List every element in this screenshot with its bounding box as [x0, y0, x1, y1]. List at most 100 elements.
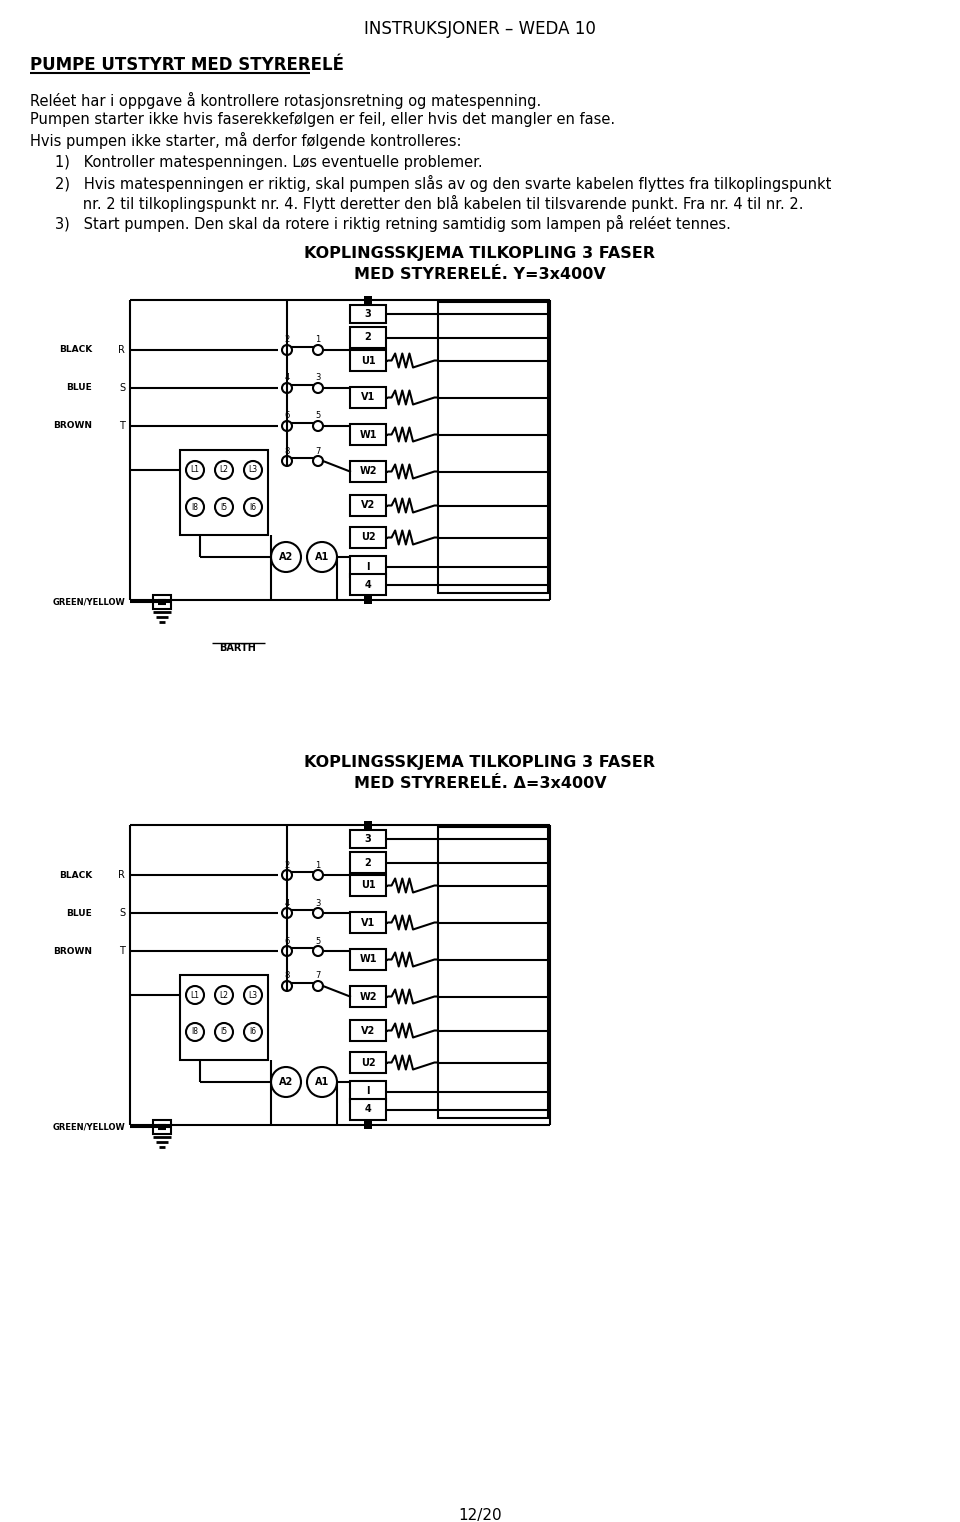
Circle shape [313, 345, 323, 355]
Text: L3: L3 [249, 991, 257, 1000]
Text: 5: 5 [316, 411, 321, 420]
Circle shape [313, 982, 323, 991]
Text: U2: U2 [361, 533, 375, 542]
Text: A1: A1 [315, 552, 329, 562]
Text: R: R [118, 871, 125, 880]
Text: A1: A1 [315, 1078, 329, 1087]
Bar [350, 387, 386, 408]
Text: 8: 8 [284, 446, 290, 455]
Text: BLUE: BLUE [66, 384, 92, 393]
Bar [350, 852, 386, 874]
Text: GREEN/YELLOW: GREEN/YELLOW [52, 598, 125, 606]
Bar [350, 461, 386, 482]
Text: 2: 2 [365, 332, 372, 342]
Text: L1: L1 [190, 466, 200, 475]
Bar [350, 1081, 386, 1102]
Bar [350, 527, 386, 548]
Text: nr. 2 til tilkoplingspunkt nr. 4. Flytt deretter den blå kabelen til tilsvarende: nr. 2 til tilkoplingspunkt nr. 4. Flytt … [55, 195, 804, 212]
Text: 12/20: 12/20 [458, 1508, 502, 1522]
Text: L1: L1 [190, 991, 200, 1000]
Circle shape [186, 1023, 204, 1041]
Bar [350, 986, 386, 1008]
Bar [438, 826, 548, 1119]
Text: KOPLINGSSKJEMA TILKOPLING 3 FASER: KOPLINGSSKJEMA TILKOPLING 3 FASER [304, 755, 656, 770]
Circle shape [282, 982, 292, 991]
Circle shape [313, 871, 323, 880]
Text: W1: W1 [359, 429, 376, 440]
Text: Hvis pumpen ikke starter, må derfor følgende kontrolleres:: Hvis pumpen ikke starter, må derfor følg… [30, 132, 462, 149]
Text: 3: 3 [365, 834, 372, 845]
Text: BROWN: BROWN [53, 947, 92, 956]
Text: MED STYRERELÉ. Δ=3x400V: MED STYRERELÉ. Δ=3x400V [353, 776, 607, 791]
Text: V1: V1 [361, 918, 375, 927]
Text: I5: I5 [221, 1027, 228, 1036]
Text: U1: U1 [361, 356, 375, 365]
Text: MED STYRERELÉ. Y=3x400V: MED STYRERELÉ. Y=3x400V [354, 266, 606, 282]
Bar [350, 556, 386, 577]
Circle shape [186, 498, 204, 516]
Bar [350, 327, 386, 349]
Circle shape [244, 498, 262, 516]
Circle shape [307, 1067, 337, 1097]
Text: 5: 5 [316, 936, 321, 945]
Circle shape [282, 457, 292, 466]
Text: R: R [118, 345, 125, 355]
Text: I: I [367, 1087, 370, 1096]
Text: Reléet har i oppgave å kontrollere rotasjonsretning og matespenning.: Reléet har i oppgave å kontrollere rotas… [30, 91, 541, 110]
Circle shape [244, 1023, 262, 1041]
Text: 1: 1 [316, 860, 321, 869]
Text: L3: L3 [249, 466, 257, 475]
Bar [180, 451, 268, 536]
Bar [350, 912, 386, 933]
Text: T: T [119, 422, 125, 431]
Text: GREEN/YELLOW: GREEN/YELLOW [52, 1123, 125, 1131]
Circle shape [186, 461, 204, 479]
Text: BROWN: BROWN [53, 422, 92, 431]
Bar [364, 820, 372, 829]
Circle shape [282, 909, 292, 918]
Text: 1)   Kontroller matespenningen. Løs eventuelle problemer.: 1) Kontroller matespenningen. Løs eventu… [55, 155, 483, 170]
Text: U2: U2 [361, 1058, 375, 1067]
Text: W2: W2 [359, 467, 376, 476]
Text: 3: 3 [365, 309, 372, 320]
Circle shape [186, 986, 204, 1005]
Text: 6: 6 [284, 411, 290, 420]
Circle shape [282, 871, 292, 880]
Text: I6: I6 [250, 502, 256, 511]
Text: PUMPE UTSTYRT MED STYRERELÉ: PUMPE UTSTYRT MED STYRERELÉ [30, 56, 344, 75]
Text: Pumpen starter ikke hvis faserekkefølgen er feil, eller hvis det mangler en fase: Pumpen starter ikke hvis faserekkefølgen… [30, 113, 615, 126]
Circle shape [313, 384, 323, 393]
Bar [350, 425, 386, 444]
Circle shape [282, 422, 292, 431]
Text: W1: W1 [359, 954, 376, 965]
Circle shape [271, 1067, 301, 1097]
Circle shape [313, 422, 323, 431]
Circle shape [282, 947, 292, 956]
Bar [350, 829, 386, 848]
Text: V2: V2 [361, 1026, 375, 1035]
Text: BLACK: BLACK [59, 871, 92, 880]
Text: I8: I8 [191, 502, 199, 511]
Text: 4: 4 [284, 898, 290, 907]
Circle shape [313, 457, 323, 466]
Text: 7: 7 [315, 446, 321, 455]
Text: I6: I6 [250, 1027, 256, 1036]
Bar [350, 1052, 386, 1073]
Bar [350, 350, 386, 371]
Circle shape [215, 498, 233, 516]
Bar [350, 875, 386, 896]
Text: I8: I8 [191, 1027, 199, 1036]
Bar [350, 304, 386, 323]
Text: KOPLINGSSKJEMA TILKOPLING 3 FASER: KOPLINGSSKJEMA TILKOPLING 3 FASER [304, 247, 656, 260]
Text: BLUE: BLUE [66, 909, 92, 918]
Bar [350, 574, 386, 595]
Text: I5: I5 [221, 502, 228, 511]
Text: 3)   Start pumpen. Den skal da rotere i riktig retning samtidig som lampen på re: 3) Start pumpen. Den skal da rotere i ri… [55, 215, 731, 231]
Text: L2: L2 [220, 466, 228, 475]
Text: 8: 8 [284, 971, 290, 980]
Circle shape [215, 986, 233, 1005]
Text: 7: 7 [315, 971, 321, 980]
Circle shape [282, 384, 292, 393]
Circle shape [313, 947, 323, 956]
Text: T: T [119, 947, 125, 956]
